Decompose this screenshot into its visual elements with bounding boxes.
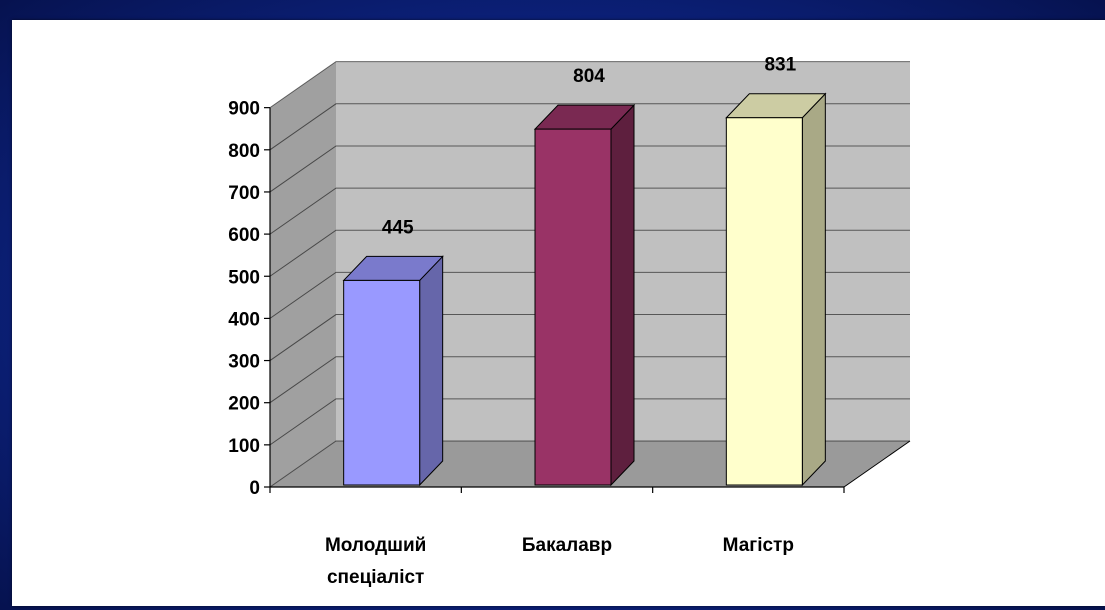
y-tick-label: 800 [228, 141, 260, 162]
y-tick-label: 0 [249, 478, 260, 499]
y-tick-label: 500 [228, 267, 260, 288]
bar-side [801, 92, 826, 487]
category-label: спеціаліст [327, 567, 424, 588]
gridline [269, 440, 910, 488]
bar-1 [342, 255, 444, 487]
gridline [269, 103, 910, 151]
gridline [269, 145, 910, 193]
category-label: Бакалавр [522, 535, 612, 556]
bars [342, 92, 827, 487]
y-tick-label: 100 [228, 436, 260, 457]
labels: 0 100 200 300 400 500 600 700 800 900 445 Молодший с… [228, 55, 796, 588]
y-tick-label: 200 [228, 394, 260, 415]
bar-front [534, 128, 612, 486]
category-label: Молодший [325, 535, 426, 556]
bar-front [725, 117, 803, 486]
bar-chart-3d: 0 100 200 300 400 500 600 700 800 900 445 Молодший с… [228, 55, 911, 588]
category-label: Магістр [723, 535, 794, 556]
data-label: 804 [573, 66, 605, 87]
bar-front [343, 279, 421, 486]
y-tick-label: 600 [228, 225, 260, 246]
gridline [269, 187, 910, 235]
y-tick-label: 300 [228, 352, 260, 373]
data-label: 831 [764, 55, 796, 76]
data-label: 445 [382, 217, 414, 238]
y-tick-label: 700 [228, 183, 260, 204]
gridline [269, 398, 910, 446]
side-wall [270, 61, 336, 488]
bar-2 [533, 103, 636, 487]
y-tick-label: 900 [228, 99, 260, 120]
bar-3 [725, 92, 827, 487]
floor-edge [843, 440, 911, 488]
bar-side [610, 103, 635, 487]
gridline [269, 314, 910, 361]
gridline [269, 61, 910, 109]
gridline [269, 271, 910, 319]
axes [264, 107, 911, 493]
chart-panel: 0 100 200 300 400 500 600 700 800 900 445 Молодший с… [12, 20, 1105, 606]
bar-side [419, 255, 444, 487]
gridline [269, 356, 910, 404]
gridline [269, 229, 910, 277]
y-tick-label: 400 [228, 309, 260, 330]
gridlines [269, 61, 910, 488]
